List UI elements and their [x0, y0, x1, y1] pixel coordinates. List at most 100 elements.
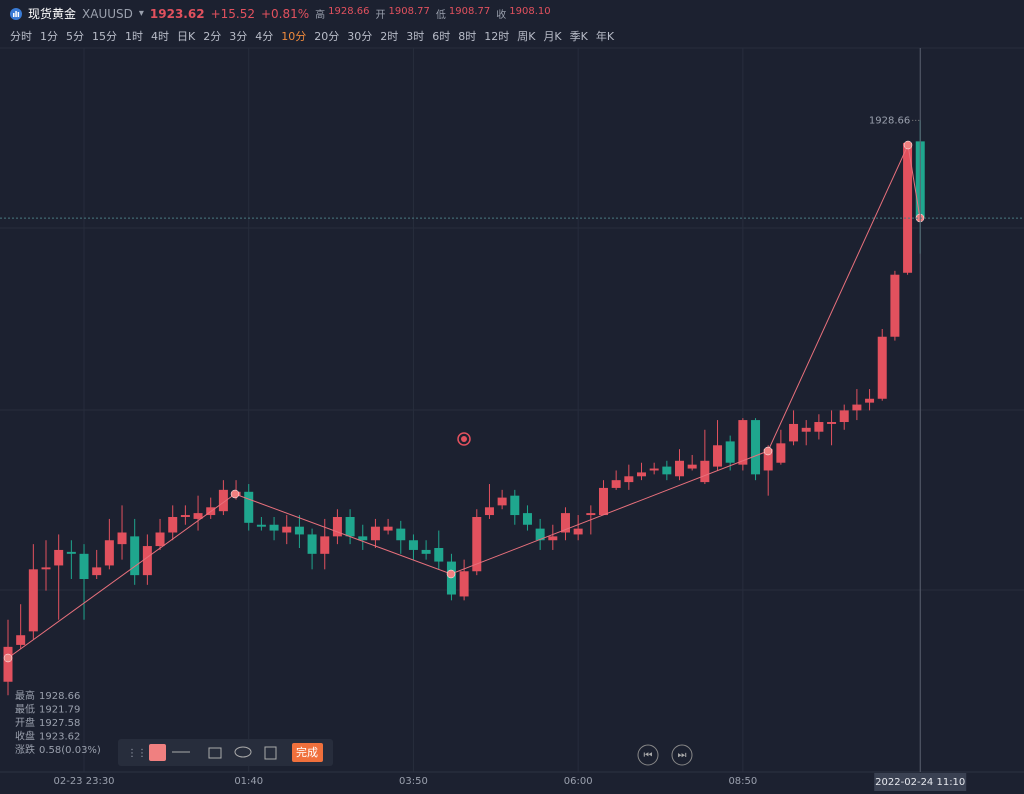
color-picker[interactable] [149, 744, 166, 761]
timeframe-button[interactable]: 1分 [40, 30, 58, 43]
candle-body [675, 460, 685, 477]
prev-icon[interactable]: ⏮ [644, 750, 653, 761]
magnet-dot [461, 436, 467, 442]
info-label: 收盘 [15, 730, 35, 743]
candle-body [662, 466, 672, 475]
candle-body [193, 513, 203, 519]
timeframe-button[interactable]: 5分 [66, 30, 84, 43]
candle-body [421, 549, 431, 554]
candle-body [560, 513, 570, 533]
x-tick-label: 03:50 [399, 776, 428, 787]
header: 现货黄金 XAUUSD ▾ 1923.62 +15.52 +0.81% 高 192… [10, 5, 554, 22]
visibility-icon[interactable] [234, 746, 252, 758]
candle-body [66, 551, 76, 554]
timeframe-button[interactable]: 分时 [10, 30, 32, 43]
candle-body [396, 528, 406, 541]
x-tick-label: 01:40 [234, 776, 263, 787]
timeframe-button[interactable]: 12时 [484, 30, 510, 43]
handle[interactable] [763, 446, 773, 456]
handle[interactable] [230, 489, 240, 499]
candle-body [903, 142, 913, 273]
symbol-name[interactable]: 现货黄金 [28, 7, 77, 21]
dropdown-arrow[interactable]: ▾ [138, 8, 144, 19]
candle-body [180, 515, 190, 517]
candle-body [244, 491, 254, 523]
timeframe-button[interactable]: 15分 [92, 30, 117, 43]
timeframe-button[interactable]: 3时 [406, 30, 425, 43]
timeframe-button[interactable]: 6时 [432, 30, 451, 43]
stat-value: 1908.77 [448, 6, 491, 17]
done-button[interactable] [292, 743, 323, 762]
timeframe-button[interactable]: 30分 [347, 30, 373, 43]
timeframe-button[interactable]: 4分 [255, 30, 274, 43]
candle-body [548, 536, 558, 541]
candle-body [218, 489, 228, 512]
change-pct: +0.81% [260, 6, 310, 21]
handle[interactable] [903, 140, 913, 150]
candle-body [763, 449, 773, 471]
stat-label: 收 [496, 10, 507, 21]
timeframe-button[interactable]: 2时 [380, 30, 399, 43]
timeframe-button[interactable]: 10分 [281, 30, 307, 43]
lock-icon[interactable] [208, 747, 222, 759]
timeframe-button[interactable]: 日K [177, 30, 196, 43]
info-value: 1928.66 [39, 691, 80, 702]
done-label[interactable]: 完成 [296, 745, 318, 759]
toolbar-grip[interactable]: ⋮⋮ [127, 748, 147, 759]
delete-icon[interactable] [264, 746, 277, 760]
info-label: 涨跌 [15, 743, 35, 756]
candle-body [713, 445, 723, 467]
timeframe-button[interactable]: 8时 [458, 30, 477, 43]
info-value: 1921.79 [39, 705, 80, 716]
candle-body [484, 507, 494, 516]
drawing-handles[interactable] [3, 140, 925, 663]
symbol-icon [10, 7, 22, 20]
symbol-code[interactable]: XAUUSD [82, 6, 133, 21]
candle-body [776, 443, 786, 463]
candle-body [738, 420, 748, 465]
candle-body [535, 528, 545, 541]
candle-body [801, 427, 811, 432]
candle-body [789, 423, 799, 442]
trend-drawing[interactable] [7, 143, 921, 659]
handle[interactable] [3, 653, 13, 663]
candle-body [497, 497, 507, 506]
candle-body [345, 516, 355, 537]
candle-body [282, 526, 292, 533]
stat-label: 开 [375, 10, 386, 21]
handle[interactable] [446, 569, 456, 579]
toolbar-bg [118, 739, 333, 766]
timeframe-button[interactable]: 3分 [229, 30, 248, 43]
candle-body [28, 569, 38, 632]
timeframe-button[interactable]: 年K [595, 30, 615, 43]
candle-body [827, 422, 837, 424]
candle-body [434, 548, 444, 562]
candle-body [586, 513, 596, 516]
timeframe-button[interactable]: 4时 [151, 30, 169, 43]
info-label: 开盘 [15, 716, 35, 729]
candle-body [3, 646, 13, 682]
timeframe-button[interactable]: 周K [517, 30, 536, 43]
candle-body [142, 546, 152, 576]
next-button[interactable] [671, 744, 693, 766]
candle-body [890, 274, 900, 337]
candle-body [814, 422, 824, 432]
timeframe-bar: 分时 1分 5分 15分 1时 4时 日K 2分 3分 4分 10分 20分 30分 2时 3时 6时 8时 12… [10, 28, 614, 44]
candle-body [637, 472, 646, 477]
timeframe-button[interactable]: 季K [569, 30, 588, 43]
candle-body [269, 524, 279, 531]
timeframe-button[interactable]: 20分 [314, 30, 340, 43]
candle-body [320, 536, 330, 554]
candle-body [168, 516, 178, 533]
timeframe-button[interactable]: 2分 [203, 30, 222, 43]
timeframe-button[interactable]: 月K [543, 30, 562, 43]
info-value: 1923.62 [39, 732, 80, 743]
stat-label: 高 [315, 10, 326, 21]
timeframe-button[interactable]: 1时 [125, 30, 143, 43]
prev-button[interactable] [637, 744, 659, 766]
candle-body [92, 567, 102, 576]
magnet-indicator[interactable] [457, 432, 471, 446]
stats: 高 1928.66 开 1908.77 低 1908.77 收 1908.10 [315, 6, 553, 21]
next-icon[interactable]: ⏭ [678, 750, 687, 761]
